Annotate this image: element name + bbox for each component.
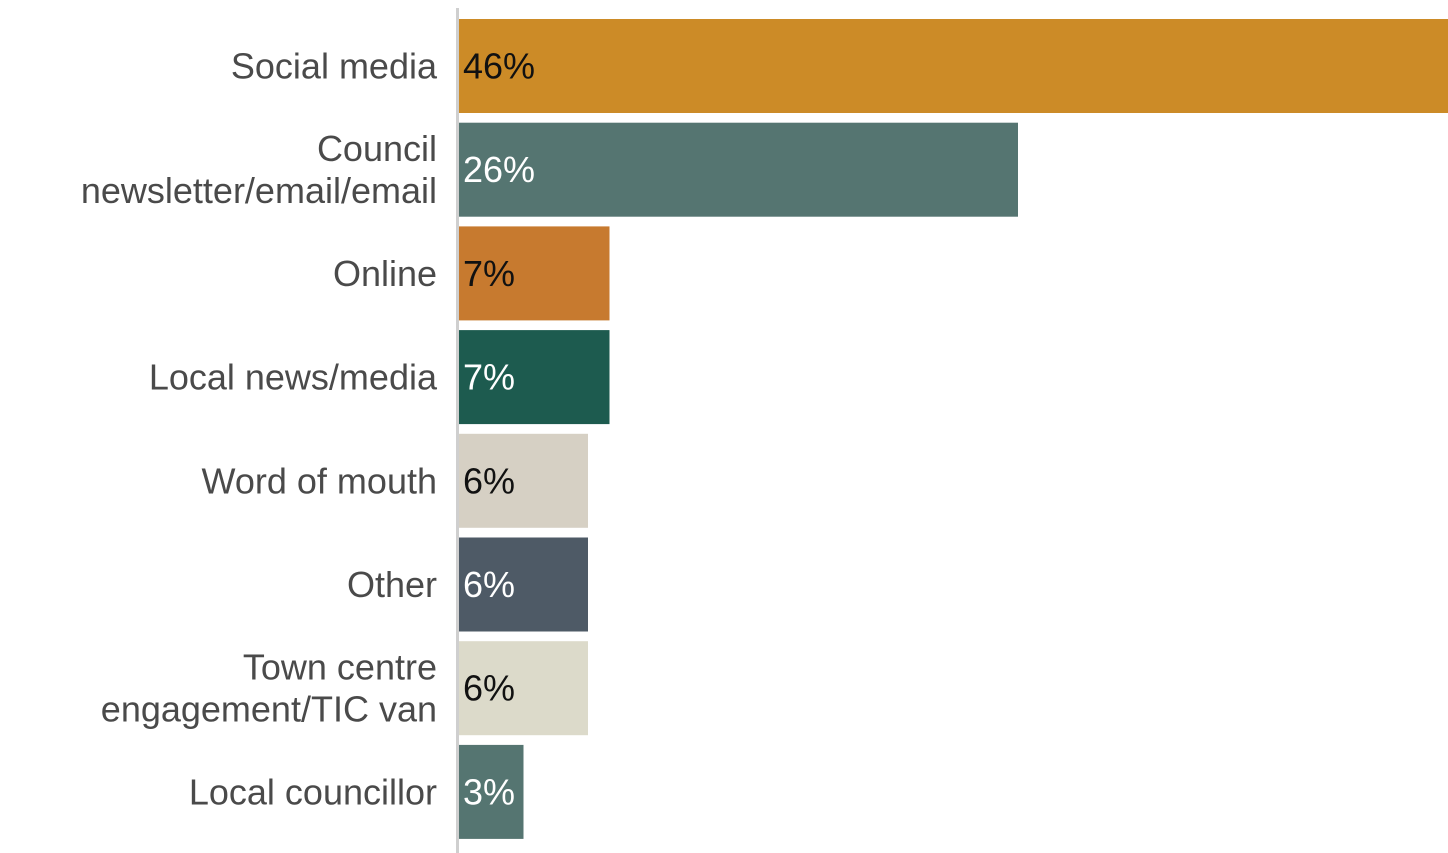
value-label: 6% — [463, 564, 515, 605]
bar — [459, 330, 610, 425]
category-label: engagement/TIC van — [101, 689, 437, 730]
value-label: 3% — [463, 771, 515, 812]
bar — [459, 19, 1448, 113]
category-label: Social media — [231, 46, 438, 87]
bar — [459, 122, 1018, 217]
category-label: Other — [347, 564, 437, 605]
category-label: Town centre — [243, 647, 437, 688]
bars-group — [459, 19, 1448, 839]
bar — [459, 641, 588, 736]
category-label: Online — [333, 253, 437, 294]
category-label: Local news/media — [149, 357, 438, 398]
value-labels-group: 46% 26% 7% 7% 6% 6% 6% 3% — [463, 46, 535, 813]
value-label: 26% — [463, 149, 535, 190]
bar — [459, 537, 588, 632]
value-label: 7% — [463, 357, 515, 398]
category-label: newsletter/email/email — [81, 170, 437, 211]
value-label: 7% — [463, 253, 515, 294]
value-label: 46% — [463, 46, 535, 87]
category-label: Word of mouth — [202, 460, 437, 501]
bar — [459, 433, 588, 528]
bar — [459, 226, 610, 321]
category-label: Council — [317, 128, 437, 169]
category-label: Local councillor — [189, 771, 437, 812]
value-label: 6% — [463, 668, 515, 709]
bar — [459, 744, 524, 839]
value-label: 6% — [463, 460, 515, 501]
category-labels-group: Social media Councilnewsletter/email/emai… — [81, 46, 438, 813]
